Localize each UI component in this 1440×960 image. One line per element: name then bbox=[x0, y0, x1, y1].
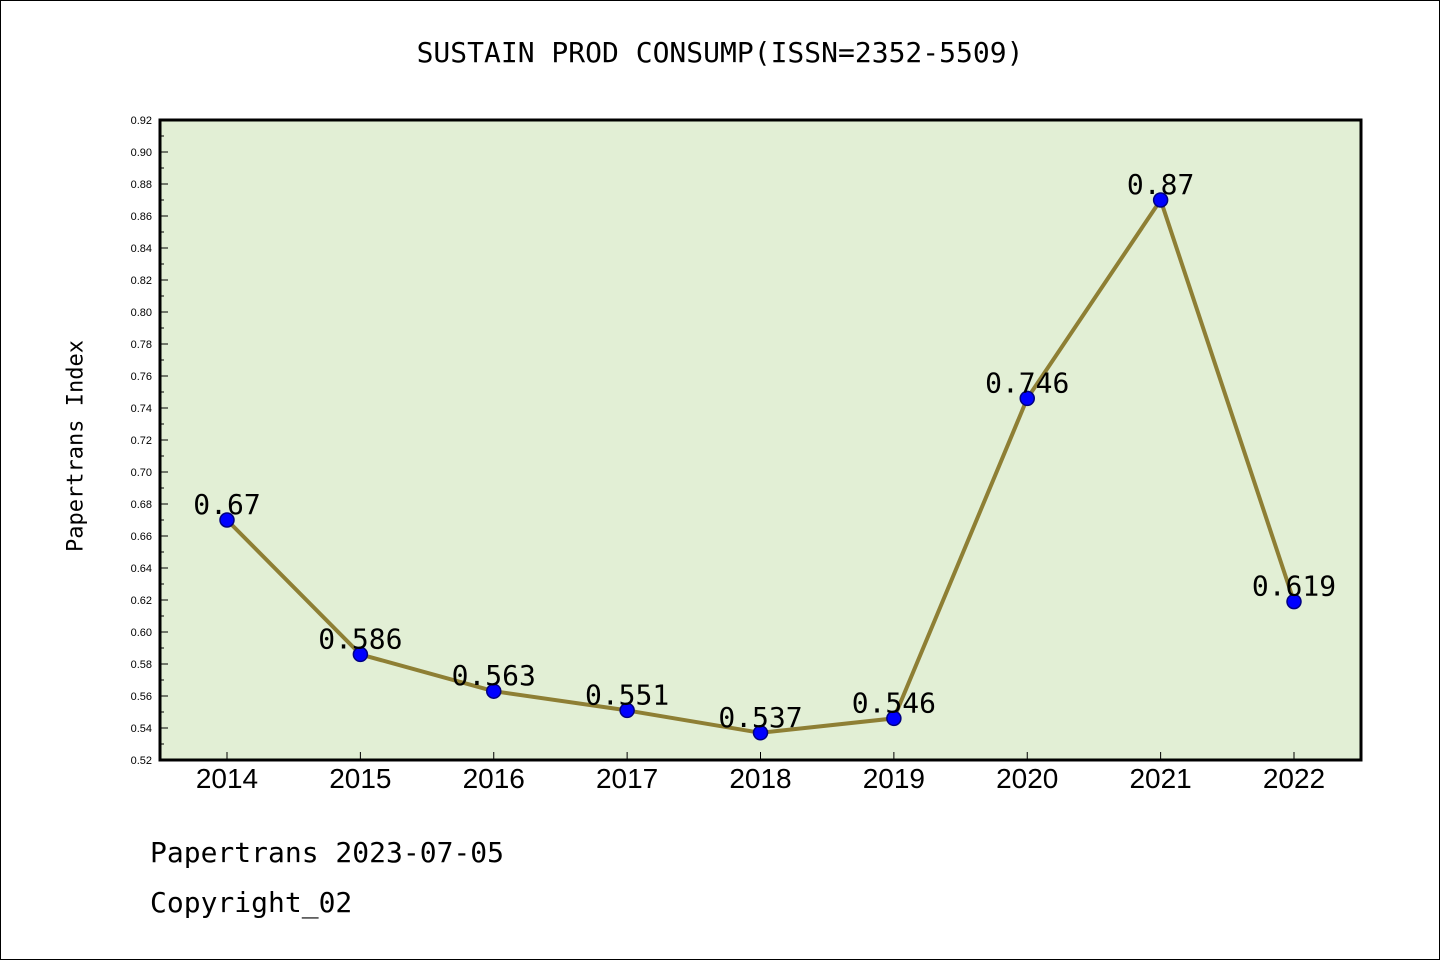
y-tick-label: 0.68 bbox=[131, 499, 152, 511]
y-tick-label: 0.54 bbox=[131, 723, 152, 735]
y-tick-label: 0.78 bbox=[131, 339, 152, 351]
x-tick-label: 2020 bbox=[996, 763, 1058, 794]
data-point bbox=[1152, 192, 1169, 208]
y-tick-label: 0.60 bbox=[131, 627, 152, 639]
y-tick-label: 0.66 bbox=[131, 531, 152, 543]
y-tick-label: 0.88 bbox=[131, 179, 152, 191]
data-label: 0.586 bbox=[318, 622, 402, 655]
y-tick-label: 0.64 bbox=[131, 563, 152, 575]
x-tick-label: 2014 bbox=[196, 763, 258, 794]
x-tick-label: 2021 bbox=[1129, 763, 1191, 794]
plot-area bbox=[160, 120, 1361, 760]
footer-date: Papertrans 2023-07-05 bbox=[150, 836, 505, 869]
y-tick-label: 0.76 bbox=[131, 371, 152, 383]
data-label: 0.87 bbox=[1127, 168, 1194, 201]
plot-border bbox=[158, 118, 1363, 762]
x-tick-label: 2016 bbox=[463, 763, 525, 794]
y-tick-label: 0.80 bbox=[131, 307, 152, 319]
data-label: 0.551 bbox=[585, 678, 669, 711]
y-tick-label: 0.74 bbox=[131, 403, 152, 415]
footer-copyright: Copyright_02 bbox=[150, 886, 353, 919]
y-tick-label: 0.90 bbox=[131, 147, 152, 159]
data-label: 0.563 bbox=[452, 659, 536, 692]
data-point bbox=[1286, 593, 1302, 610]
y-tick-label: 0.70 bbox=[131, 467, 152, 479]
x-tick-label: 2022 bbox=[1263, 763, 1325, 794]
data-point bbox=[486, 683, 502, 699]
data-label: 0.619 bbox=[1252, 570, 1336, 603]
data-label: 0.746 bbox=[985, 366, 1069, 399]
data-point bbox=[886, 710, 902, 727]
data-point bbox=[219, 512, 235, 528]
y-tick-label: 0.52 bbox=[131, 755, 152, 767]
x-tick-label: 2017 bbox=[596, 763, 658, 794]
x-tick-label: 2015 bbox=[329, 763, 391, 794]
data-point bbox=[352, 646, 369, 663]
y-tick-label: 0.86 bbox=[131, 211, 152, 223]
chart-title: SUSTAIN PROD CONSUMP(ISSN=2352-5509) bbox=[416, 36, 1024, 69]
y-tick-label: 0.92 bbox=[131, 115, 152, 127]
x-tick-label: 2019 bbox=[863, 763, 925, 794]
y-tick-label: 0.56 bbox=[131, 691, 152, 703]
x-tick-label: 2018 bbox=[729, 763, 791, 794]
data-point bbox=[752, 725, 769, 741]
data-point bbox=[1019, 390, 1035, 407]
data-label: 0.546 bbox=[852, 686, 936, 719]
data-label: 0.537 bbox=[718, 701, 802, 734]
y-tick-label: 0.62 bbox=[131, 595, 152, 607]
y-tick-label: 0.72 bbox=[131, 435, 152, 447]
y-tick-label: 0.58 bbox=[131, 659, 152, 671]
data-label: 0.67 bbox=[193, 488, 260, 521]
data-point bbox=[619, 702, 635, 719]
y-tick-label: 0.84 bbox=[131, 243, 152, 255]
y-tick-label: 0.82 bbox=[131, 275, 152, 287]
